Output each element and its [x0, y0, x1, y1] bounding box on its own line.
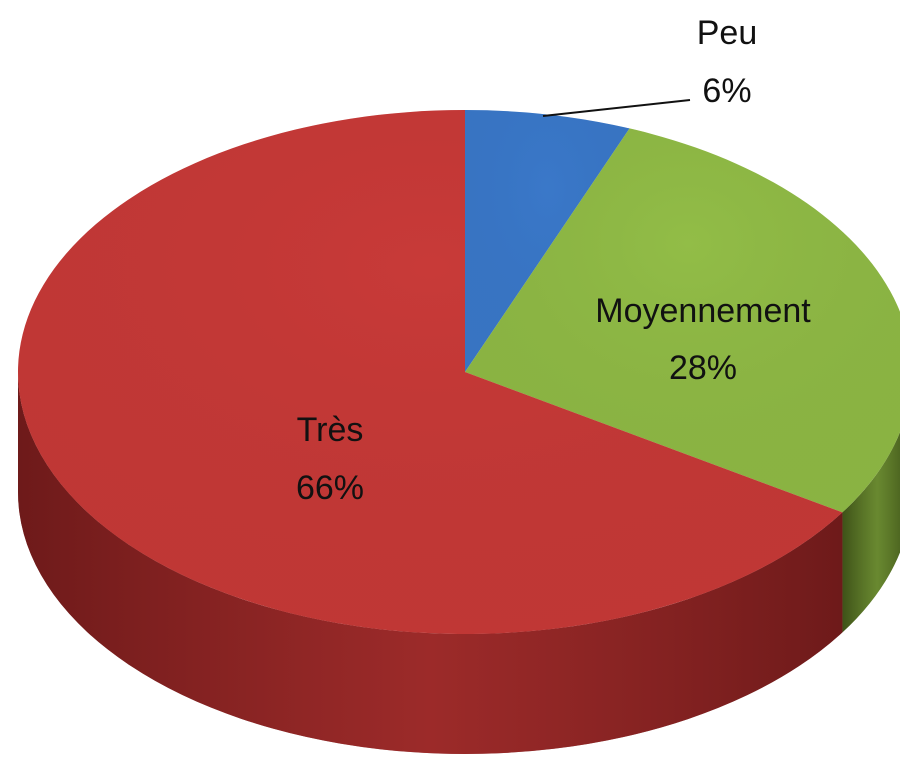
- slice-side-shade: [18, 372, 843, 755]
- slice-highlight: [465, 110, 630, 372]
- slice-label: Très: [297, 411, 364, 449]
- slice-side-shade: [842, 432, 900, 633]
- slice-value-label: 66%: [296, 469, 364, 507]
- slice-label: Peu: [697, 14, 758, 52]
- leader-line: [542, 99, 691, 117]
- slice-value-label: 28%: [669, 349, 737, 387]
- pie-labels: Peu 6% Moyennement 28% Très 66%: [296, 14, 811, 507]
- slice-label: Moyennement: [595, 292, 811, 330]
- pie-tops: [17, 110, 900, 635]
- slice-highlight: [17, 110, 843, 635]
- slice-value-label: 6%: [702, 72, 751, 110]
- slice-highlight: [465, 128, 900, 513]
- pie-sides: [18, 372, 900, 755]
